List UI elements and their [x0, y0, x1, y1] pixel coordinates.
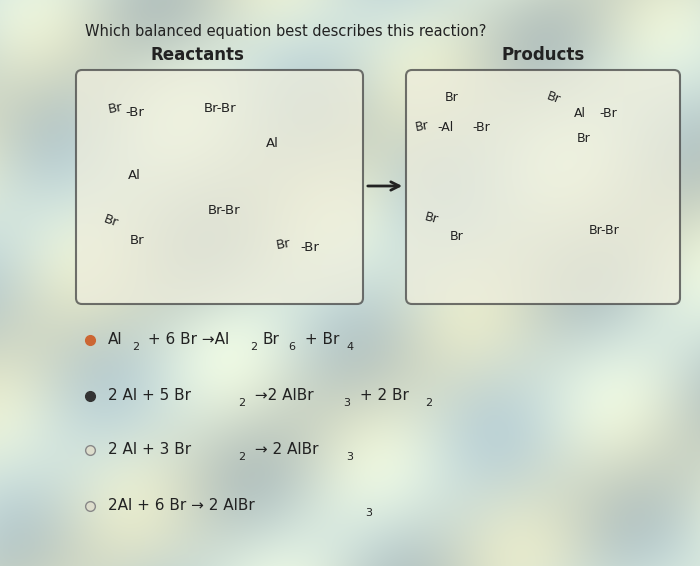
- Text: Reactants: Reactants: [150, 46, 244, 64]
- Text: 6: 6: [288, 341, 295, 351]
- Text: Br: Br: [577, 132, 591, 145]
- Text: Br: Br: [545, 89, 562, 106]
- Text: Br: Br: [107, 100, 124, 115]
- Text: Br: Br: [445, 92, 459, 105]
- Text: Br: Br: [102, 212, 120, 230]
- Text: 2: 2: [250, 341, 257, 351]
- Text: 3: 3: [343, 397, 350, 408]
- Text: -Br: -Br: [300, 242, 319, 255]
- Text: Al: Al: [108, 332, 122, 348]
- Text: 2: 2: [425, 397, 432, 408]
- Text: Br: Br: [275, 237, 292, 252]
- FancyBboxPatch shape: [76, 70, 363, 304]
- Text: → 2 AlBr: → 2 AlBr: [250, 443, 318, 457]
- Text: 4: 4: [346, 341, 353, 351]
- Text: Br-Br: Br-Br: [204, 101, 237, 114]
- Text: 2: 2: [132, 341, 139, 351]
- Text: Which balanced equation best describes this reaction?: Which balanced equation best describes t…: [85, 24, 486, 39]
- Text: Br: Br: [262, 332, 279, 348]
- Text: →2 AlBr: →2 AlBr: [250, 388, 314, 404]
- Text: 2: 2: [238, 452, 245, 461]
- Text: Al: Al: [127, 169, 141, 182]
- Text: Al: Al: [265, 138, 279, 151]
- Text: -Br: -Br: [125, 105, 144, 118]
- Text: Br-Br: Br-Br: [589, 225, 620, 238]
- Text: Br-Br: Br-Br: [208, 204, 240, 217]
- Text: Br: Br: [414, 118, 430, 134]
- Text: -Br: -Br: [472, 122, 490, 135]
- Text: 2: 2: [238, 397, 245, 408]
- Text: 2 Al + 5 Br: 2 Al + 5 Br: [108, 388, 191, 404]
- Text: + 2 Br: + 2 Br: [355, 388, 409, 404]
- Text: 3: 3: [365, 508, 372, 517]
- Text: + 6 Br →Al: + 6 Br →Al: [143, 332, 230, 348]
- Text: Br: Br: [424, 210, 440, 226]
- Text: Br: Br: [450, 229, 463, 242]
- Text: Al: Al: [574, 108, 586, 121]
- Text: -Al: -Al: [437, 122, 454, 135]
- Text: + Br: + Br: [300, 332, 340, 348]
- Text: Br: Br: [130, 234, 145, 247]
- Text: Products: Products: [501, 46, 584, 64]
- Text: 2 Al + 3 Br: 2 Al + 3 Br: [108, 443, 191, 457]
- Text: 2Al + 6 Br → 2 AlBr: 2Al + 6 Br → 2 AlBr: [108, 499, 255, 513]
- Text: -Br: -Br: [599, 108, 617, 121]
- Text: 3: 3: [346, 452, 353, 461]
- FancyBboxPatch shape: [406, 70, 680, 304]
